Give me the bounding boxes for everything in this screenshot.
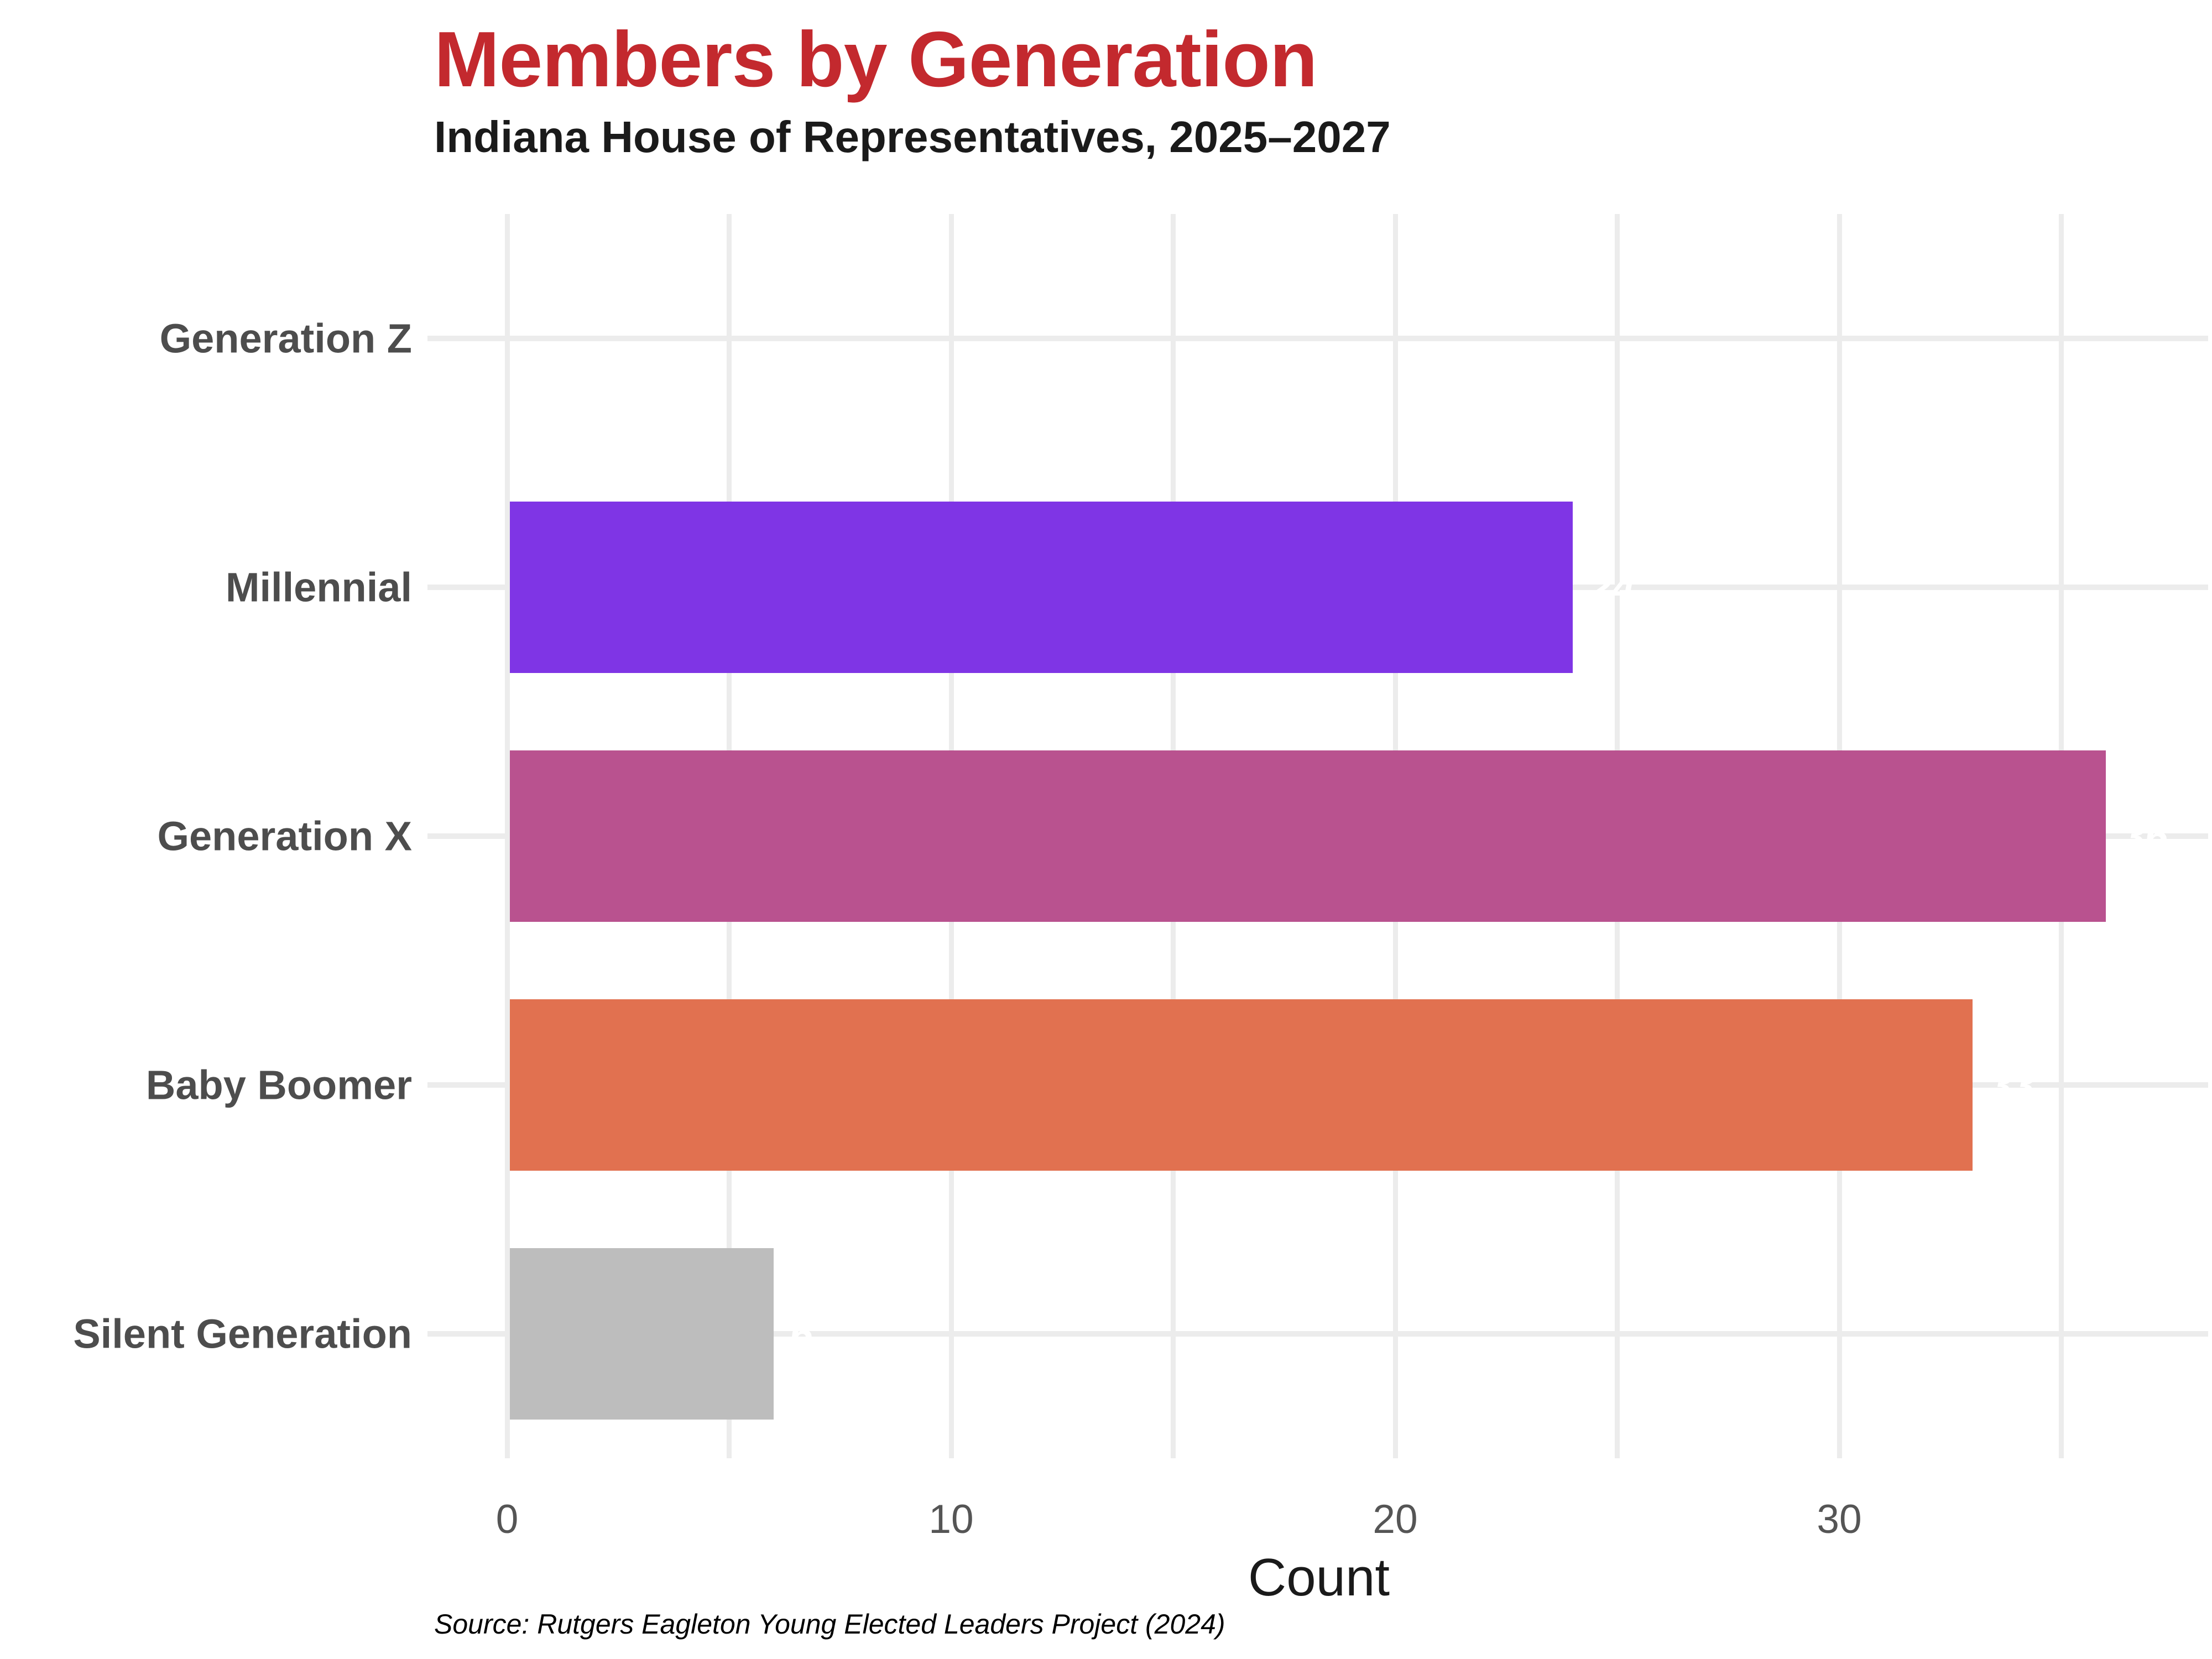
category-label: Millennial	[225, 564, 412, 611]
bar-value-label: 36	[2122, 813, 2168, 859]
category-label: Silent Generation	[73, 1311, 412, 1357]
category-label: Generation Z	[159, 315, 412, 362]
bar-generation-x	[509, 750, 2106, 922]
bar-millennial	[509, 502, 1573, 673]
row-gridline	[427, 336, 2208, 341]
bar-value-label: 33	[1989, 1062, 2035, 1108]
x-tick-label: 30	[1817, 1497, 1862, 1542]
chart-subtitle: Indiana House of Representatives, 2025–2…	[434, 112, 1391, 161]
row-gridline	[427, 1331, 2208, 1337]
category-label: Generation X	[157, 813, 412, 859]
x-tick-label: 10	[928, 1497, 974, 1542]
x-tick-label: 0	[495, 1497, 519, 1542]
bar-value-label: 24	[1589, 564, 1635, 611]
chart-title: Members by Generation	[434, 15, 1318, 103]
category-label: Baby Boomer	[145, 1062, 412, 1108]
bar-value-label: 6	[790, 1311, 813, 1357]
bar-silent-generation	[509, 1248, 774, 1420]
source-note: Source: Rutgers Eagleton Young Elected L…	[434, 1609, 1225, 1640]
x-axis-title: Count	[1248, 1548, 1390, 1607]
x-tick-label: 20	[1373, 1497, 1418, 1542]
bar-baby-boomer	[509, 999, 1973, 1171]
